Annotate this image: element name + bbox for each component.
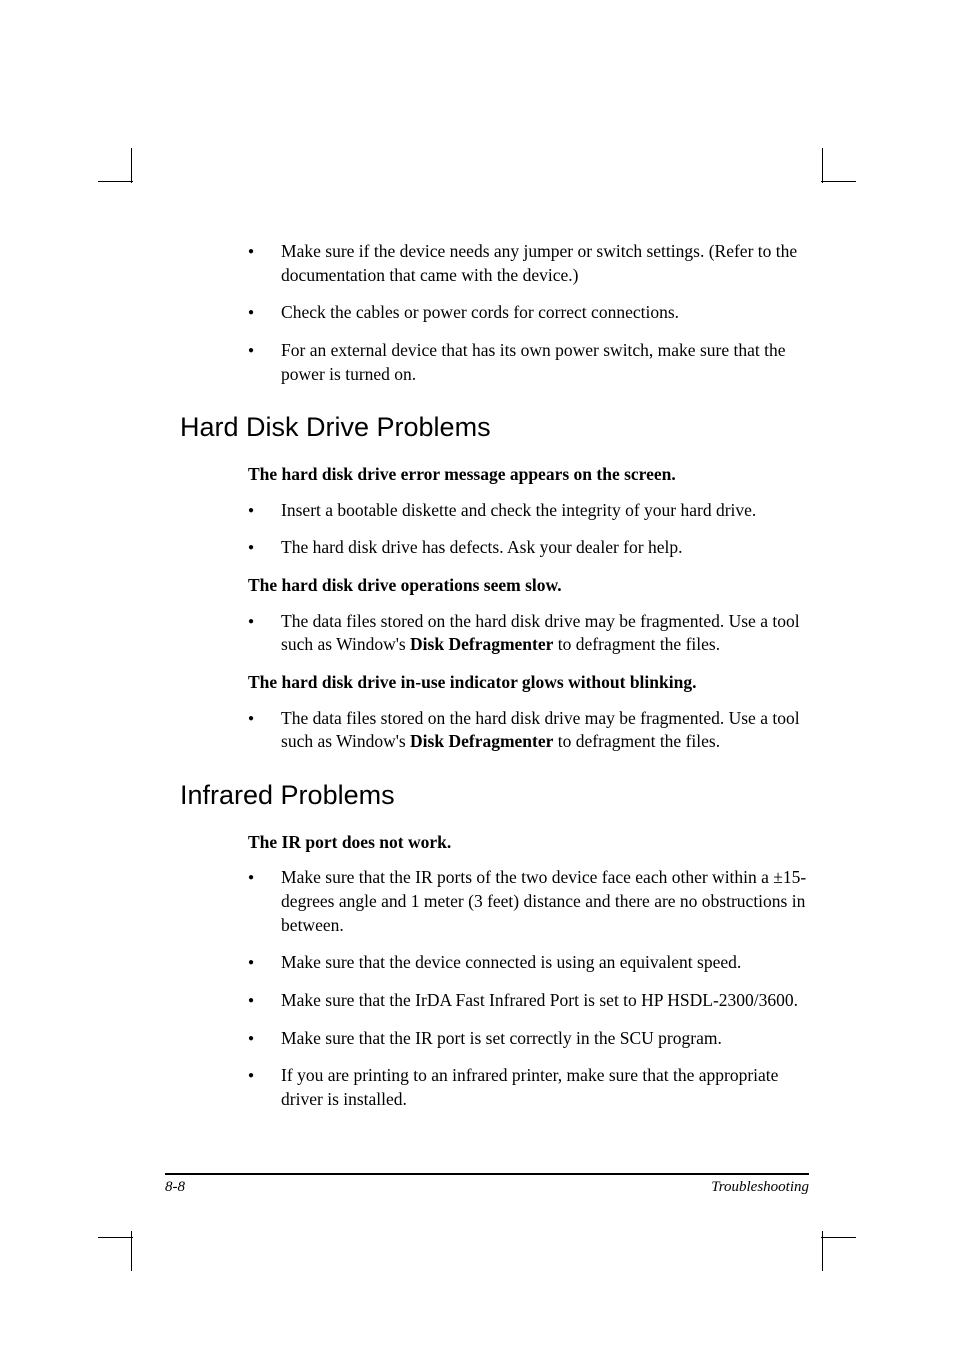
bullet-icon: ● [248, 345, 254, 356]
bullet-text: The data files stored on the hard disk d… [281, 707, 809, 754]
bullet-text: Make sure that the device connected is u… [281, 951, 809, 975]
bullet-text: Make sure that the IrDA Fast Infrared Po… [281, 989, 809, 1013]
bullet-text: The hard disk drive has defects. Ask you… [281, 536, 809, 560]
intro-bullet-1: ● Check the cables or power cords for co… [220, 301, 809, 325]
problem-title: The IR port does not work. [248, 831, 809, 855]
bullet-icon: ● [248, 872, 254, 883]
intro-bullet-2: ● For an external device that has its ow… [220, 339, 809, 386]
bullet-icon: ● [248, 995, 254, 1006]
bullet-text: Make sure if the device needs any jumper… [281, 240, 809, 287]
bullet-icon: ● [248, 1033, 254, 1044]
bullet-icon: ● [248, 246, 254, 257]
bullet-text: The data files stored on the hard disk d… [281, 610, 809, 657]
bullet-icon: ● [248, 307, 254, 318]
problem-title: The hard disk drive operations seem slow… [248, 574, 809, 598]
hdd-bullet: ● The hard disk drive has defects. Ask y… [220, 536, 809, 560]
section-heading-hdd: Hard Disk Drive Problems [180, 412, 809, 443]
bullet-text: Check the cables or power cords for corr… [281, 301, 809, 325]
bullet-text: If you are printing to an infrared print… [281, 1064, 809, 1111]
ir-bullet: ● Make sure that the IrDA Fast Infrared … [220, 989, 809, 1013]
page-number: 8-8 [165, 1179, 185, 1196]
bullet-icon: ● [248, 505, 254, 516]
bullet-text: For an external device that has its own … [281, 339, 809, 386]
problem-title: The hard disk drive error message appear… [248, 463, 809, 487]
bullet-text: Insert a bootable diskette and check the… [281, 499, 809, 523]
ir-bullet: ● If you are printing to an infrared pri… [220, 1064, 809, 1111]
ir-bullet: ● Make sure that the device connected is… [220, 951, 809, 975]
bullet-icon: ● [248, 616, 254, 627]
bullet-icon: ● [248, 713, 254, 724]
ir-bullet: ● Make sure that the IR ports of the two… [220, 866, 809, 937]
hdd-bullet: ● The data files stored on the hard disk… [220, 610, 809, 657]
hdd-bullet: ● Insert a bootable diskette and check t… [220, 499, 809, 523]
bullet-icon: ● [248, 957, 254, 968]
problem-title: The hard disk drive in-use indicator glo… [248, 671, 809, 695]
ir-bullet: ● Make sure that the IR port is set corr… [220, 1027, 809, 1051]
bullet-text: Make sure that the IR ports of the two d… [281, 866, 809, 937]
bullet-icon: ● [248, 542, 254, 553]
chapter-title: Troubleshooting [711, 1179, 809, 1196]
hdd-bullet: ● The data files stored on the hard disk… [220, 707, 809, 754]
section-heading-infrared: Infrared Problems [180, 780, 809, 811]
intro-bullet-0: ● Make sure if the device needs any jump… [220, 240, 809, 287]
page-content: ● Make sure if the device needs any jump… [220, 240, 809, 1191]
page-footer: 8-8 Troubleshooting [165, 1173, 809, 1196]
bullet-text: Make sure that the IR port is set correc… [281, 1027, 809, 1051]
bullet-icon: ● [248, 1070, 254, 1081]
